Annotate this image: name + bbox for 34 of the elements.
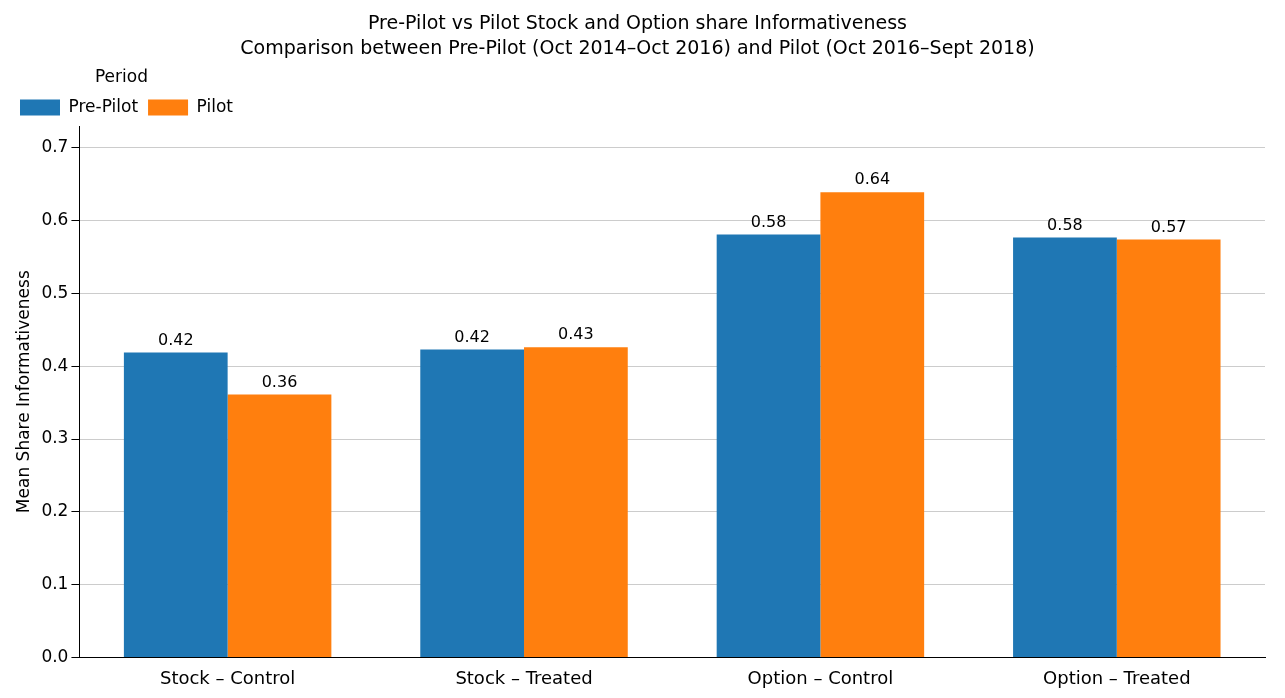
data-label: 0.58: [1047, 214, 1083, 234]
y-tick-label: 0.7: [41, 136, 69, 157]
y-axis-title: Mean Share Informativeness: [12, 270, 33, 514]
y-tick-label: 0.6: [41, 209, 69, 230]
y-tick-label: 0.4: [41, 354, 69, 375]
bar: [524, 347, 628, 657]
bar: [123, 352, 228, 657]
y-tick-label: 0.0: [41, 645, 69, 666]
legend-title: Period: [94, 65, 148, 86]
data-label: 0.36: [261, 371, 298, 391]
bar: [1013, 237, 1117, 657]
data-label: 0.58: [750, 211, 787, 231]
y-tick-label: 0.5: [41, 281, 69, 302]
y-tick-label: 0.2: [41, 500, 69, 521]
chart-subtitle: Comparison between Pre-Pilot (Oct 2014–Oct 2016) and Pilot (Oct 2016–Sept 2018): [240, 36, 1035, 59]
bar: [820, 192, 925, 657]
data-label: 0.42: [454, 326, 490, 346]
legend-label: Pre-Pilot: [68, 95, 139, 116]
bar: [227, 394, 332, 657]
x-tick-label: Option – Treated: [1043, 666, 1191, 688]
legend-label: Pilot: [196, 95, 234, 116]
data-label: 0.42: [157, 329, 194, 349]
bar: [716, 234, 821, 657]
y-tick-label: 0.3: [41, 427, 69, 448]
data-label: 0.57: [1150, 216, 1187, 236]
x-tick-label: Stock – Treated: [455, 666, 593, 688]
y-tick-label: 0.1: [41, 573, 69, 594]
x-tick-label: Option – Control: [747, 666, 894, 688]
x-tick-label: Stock – Control: [159, 666, 296, 688]
bar: [420, 349, 525, 657]
chart-title: Pre-Pilot vs Pilot Stock and Option share Informativeness: [367, 11, 908, 34]
bar: [1116, 239, 1221, 657]
data-label: 0.64: [854, 169, 891, 189]
data-label: 0.43: [558, 324, 594, 344]
